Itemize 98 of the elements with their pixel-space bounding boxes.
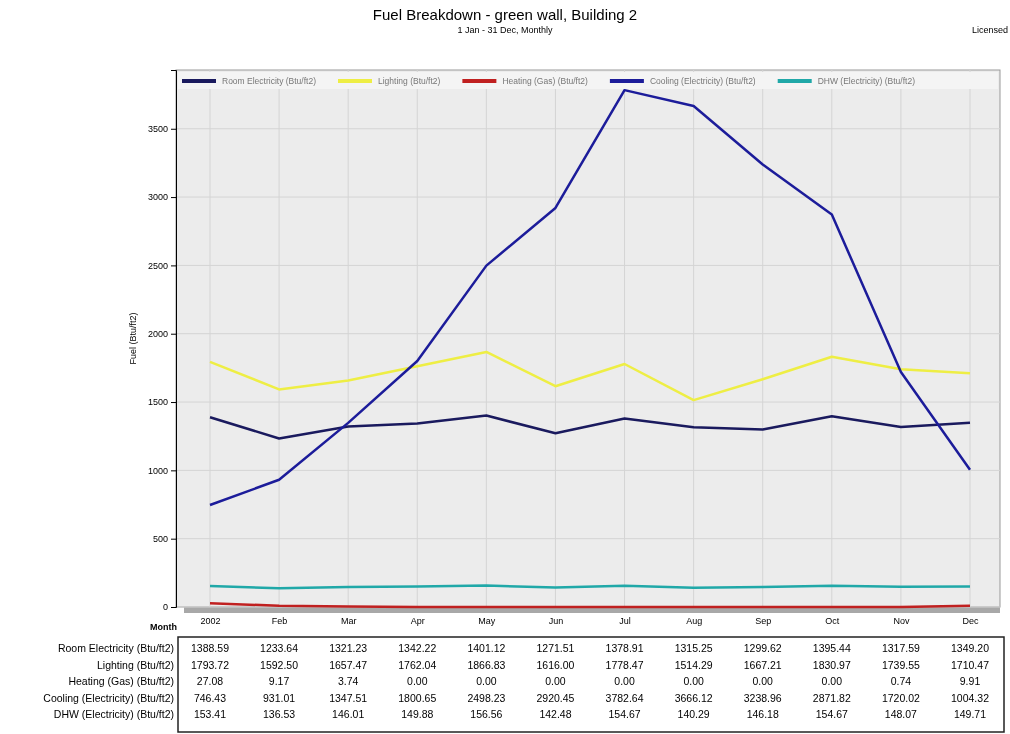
data-label: 0.00 (752, 675, 774, 687)
data-label: 1342.22 (398, 642, 437, 654)
data-label: 1378.91 (605, 642, 644, 654)
line-series (208, 350, 972, 402)
data-label: 1347.51 (329, 691, 368, 704)
data-label: 0.00 (614, 675, 635, 687)
text: Heating (Gas) (Btu/ft2) (68, 675, 174, 687)
y-tick-label: 3000 (147, 192, 168, 203)
data-label: 1720.02 (881, 691, 921, 704)
data-label: 1317.59 (881, 642, 921, 654)
y-axis-title: Fuel (Btu/ft2) (128, 312, 138, 365)
x-tick-label: Jul (619, 616, 631, 627)
data-label: 1778.47 (605, 658, 644, 671)
legend-label: Heating (Gas) (Btu/ft2) (502, 76, 589, 86)
data-label: 1866.83 (467, 658, 506, 671)
chart-title: Fuel Breakdown - green wall, Building 2 (372, 6, 638, 23)
data-label: 154.67 (608, 708, 641, 720)
data-label: 746.43 (193, 691, 227, 704)
data-label: 1388.59 (191, 642, 230, 654)
x-tick-label: Jun (548, 616, 564, 627)
data-label: 931.01 (263, 691, 296, 704)
x-tick-label: 2002 (200, 616, 221, 627)
x-tick-label: Nov (893, 616, 910, 627)
data-label: 1349.20 (951, 642, 990, 654)
data-label: 1667.21 (743, 658, 782, 671)
data-label: 0.74 (890, 675, 912, 687)
data-label: 1739.55 (881, 658, 921, 671)
data-label: 142.48 (539, 708, 572, 720)
data-label: 1657.47 (329, 658, 368, 671)
x-tick-label: Mar (340, 616, 357, 627)
data-label: 153.41 (193, 708, 227, 720)
data-label: 149.88 (401, 708, 434, 720)
data-label: 3.74 (337, 675, 359, 687)
x-tick-label: Aug (686, 616, 703, 627)
data-label: 1514.29 (674, 658, 713, 671)
data-label: 0.00 (476, 675, 497, 687)
data-label: 1830.97 (812, 658, 851, 671)
data-label: 146.18 (746, 708, 779, 720)
data-label: 1616.00 (536, 658, 575, 671)
legend-label: Cooling (Electricity) (Btu/ft2) (649, 76, 756, 86)
legend-label: DHW (Electricity) (Btu/ft2) (817, 76, 916, 86)
data-label: 3782.64 (605, 691, 644, 704)
data-label: 1710.47 (951, 658, 990, 671)
line-series (208, 414, 972, 440)
x-axis-title: Month (150, 622, 177, 632)
text: Cooling (Electricity) (Btu/ft2) (43, 691, 174, 704)
data-label: 3238.96 (743, 691, 782, 704)
data-label: 1395.44 (812, 642, 851, 654)
data-label: 1321.23 (329, 642, 368, 654)
data-label: 2920.45 (536, 691, 575, 704)
y-tick-label: 1000 (147, 465, 168, 476)
data-label: 1271.51 (536, 642, 575, 654)
line-series (208, 88, 972, 507)
x-tick-label: Apr (410, 616, 425, 627)
chart-subtitle: 1 Jan - 31 Dec, Monthly (457, 25, 554, 35)
x-tick-label: Dec (962, 616, 979, 627)
x-tick-label: Sep (755, 616, 772, 627)
data-label: 140.29 (677, 708, 710, 720)
data-label: 1004.32 (951, 691, 990, 704)
data-label: 0.00 (683, 675, 705, 687)
y-tick-label: 500 (152, 534, 168, 545)
data-label: 0.00 (821, 675, 843, 687)
data-label: 149.71 (953, 708, 987, 720)
data-label: 0.00 (545, 675, 566, 687)
data-label: 9.17 (268, 675, 290, 687)
y-tick-label: 1500 (147, 397, 168, 408)
data-label: 154.67 (815, 708, 849, 720)
data-label: 1793.72 (191, 658, 230, 671)
data-label: 1315.25 (674, 642, 713, 654)
data-label: 27.08 (196, 675, 224, 687)
data-label: 136.53 (263, 708, 296, 720)
data-label: 156.56 (470, 708, 503, 720)
text: DHW (Electricity) (Btu/ft2) (53, 708, 174, 720)
data-label: 3666.12 (674, 691, 713, 704)
x-tick-label: Feb (271, 616, 288, 627)
data-label: 2498.23 (467, 691, 506, 704)
data-label: 0.00 (407, 675, 428, 687)
data-label: 2871.82 (812, 691, 851, 704)
data-label: 1401.12 (467, 642, 506, 654)
data-label: 146.01 (332, 708, 365, 720)
y-tick-label: 0 (162, 602, 168, 613)
data-label: 1592.50 (260, 658, 299, 671)
text: Lighting (Btu/ft2) (96, 658, 174, 671)
y-tick-label: 2000 (147, 329, 168, 340)
data-label: 1299.62 (743, 642, 782, 654)
text: Licensed (971, 25, 1008, 35)
legend-label: Room Electricity (Btu/ft2) (222, 76, 317, 86)
data-label: 148.07 (884, 708, 918, 720)
text: Room Electricity (Btu/ft2) (57, 642, 174, 654)
y-tick-label: 3500 (147, 124, 168, 135)
x-tick-label: Oct (825, 616, 840, 627)
data-label: 1800.65 (398, 691, 437, 704)
data-label: 1233.64 (260, 642, 299, 654)
data-label: 9.91 (959, 675, 981, 687)
legend-label: Lighting (Btu/ft2) (378, 76, 441, 86)
data-label: 1762.04 (398, 658, 437, 671)
x-tick-label: May (478, 616, 496, 627)
y-tick-label: 2500 (147, 260, 168, 271)
